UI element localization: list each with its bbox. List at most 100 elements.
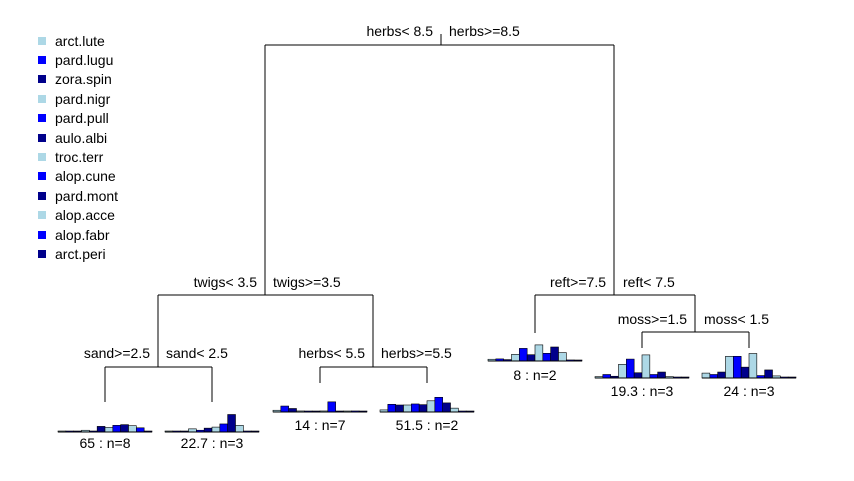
split-label-twigs-right: twigs>=3.5 [273,274,341,290]
split-label-moss-left: moss>=1.5 [618,311,687,327]
leaf-bar [128,425,137,433]
leaf-bar [120,424,129,433]
legend-swatch [38,56,46,65]
leaf-bar [434,396,443,413]
leaf-labels: 65 : n=8 22.7 : n=3 14 : n=7 51.5 : n=2 … [80,367,775,451]
leaf-label: 19.3 : n=3 [611,383,674,399]
legend-item: pard.lugu [38,50,118,69]
leaf-bar [104,427,114,433]
leaf-label: 51.5 : n=2 [396,417,459,433]
leaf-bar [740,366,750,379]
legend-swatch [38,230,46,239]
legend-item: troc.terr [38,147,118,166]
split-label-reft-left: reft>=7.5 [550,274,606,290]
legend-label: pard.mont [55,187,119,204]
legend: arct.lute pard.lugu zora.spin pard.nigr … [38,31,118,264]
leaf-bar [442,402,451,413]
leaf-bar [542,352,551,362]
leaf-bar [280,405,289,413]
leaf-bar [519,348,528,362]
legend-item: pard.mont [38,186,118,205]
leaf-bar [649,374,658,379]
leaf-bar [602,374,611,379]
legend-swatch [38,94,46,103]
leaf-bar [558,352,567,362]
leaf-bar [203,427,213,433]
leaf-bar [411,403,420,413]
split-label-sand-right: sand< 2.5 [166,345,228,361]
leaf-bar [227,414,236,433]
leaf-bar [211,426,221,433]
leaf-bar [426,400,436,413]
split-label-moss-right: moss< 1.5 [704,311,769,327]
legend-item: zora.spin [38,70,118,89]
legend-item: aulo.albi [38,128,118,147]
legend-swatch [38,133,46,142]
legend-item: arct.peri [38,244,118,263]
legend-label: alop.cune [55,168,116,185]
leaf-bar [725,355,734,379]
leaf-bar [235,425,244,433]
legend-item: pard.nigr [38,89,118,108]
legend-label: pard.nigr [55,90,111,107]
split-label-root-right: herbs>=8.5 [449,23,520,39]
legend-label: aulo.albi [55,129,108,146]
leaf-bar [288,408,297,413]
legend-swatch [38,191,46,200]
leaf-bar [534,344,544,362]
legend-swatch [38,75,46,84]
legend-label: pard.lugu [55,52,114,69]
leaf-bar [403,404,412,413]
leaf-bar [709,374,718,379]
split-labels: herbs< 8.5 herbs>=8.5 twigs< 3.5 twigs>=… [84,23,769,361]
legend-label: alop.acce [55,207,115,224]
legend-swatch [38,249,46,258]
legend-item: alop.fabr [38,225,118,244]
leaf-bar [618,364,627,379]
leaf-label: 24 : n=3 [724,383,775,399]
split-label-twigs-left: twigs< 3.5 [194,274,258,290]
leaf-bar [626,358,635,379]
leaf-plots [57,344,797,433]
leaf-label: 65 : n=8 [80,435,131,451]
leaf-bar [657,371,666,379]
legend-item: alop.cune [38,167,118,186]
legend-item: arct.lute [38,31,118,50]
legend-swatch [38,36,46,45]
legend-label: alop.fabr [55,226,110,243]
leaf-bar [511,354,520,362]
split-label-root-left: herbs< 8.5 [366,23,433,39]
leaf-bar [748,353,758,379]
leaf-label: 14 : n=7 [295,417,346,433]
leaf-bar [219,423,228,433]
leaf-bar [550,346,559,362]
legend-swatch [38,211,46,220]
legend-swatch [38,114,46,123]
legend-label: pard.pull [55,110,109,127]
legend-item: pard.pull [38,109,118,128]
leaf-bar [418,404,428,413]
leaf-bar [395,404,404,413]
leaf-bar [701,372,711,379]
leaf-bar [96,426,106,433]
legend-label: troc.terr [55,149,104,166]
leaf-bar [450,407,459,413]
leaf-bar [526,354,536,362]
legend-label: arct.peri [55,245,106,262]
leaf-label: 22.7 : n=3 [181,435,244,451]
split-label-herbs-low-right: herbs>=5.5 [381,345,452,361]
legend-label: zora.spin [55,71,112,88]
tree-edges [104,34,750,402]
leaf-bar [717,371,726,379]
leaf-bar [764,369,773,379]
legend-label: arct.lute [55,32,105,49]
leaf-bar [733,355,742,379]
split-label-sand-left: sand>=2.5 [84,345,150,361]
legend-item: alop.acce [38,206,118,225]
split-label-herbs-low-left: herbs< 5.5 [298,345,365,361]
split-label-reft-right: reft< 7.5 [623,274,675,290]
leaf-bar [112,425,121,433]
legend-swatch [38,153,46,162]
leaf-bar [136,427,145,433]
